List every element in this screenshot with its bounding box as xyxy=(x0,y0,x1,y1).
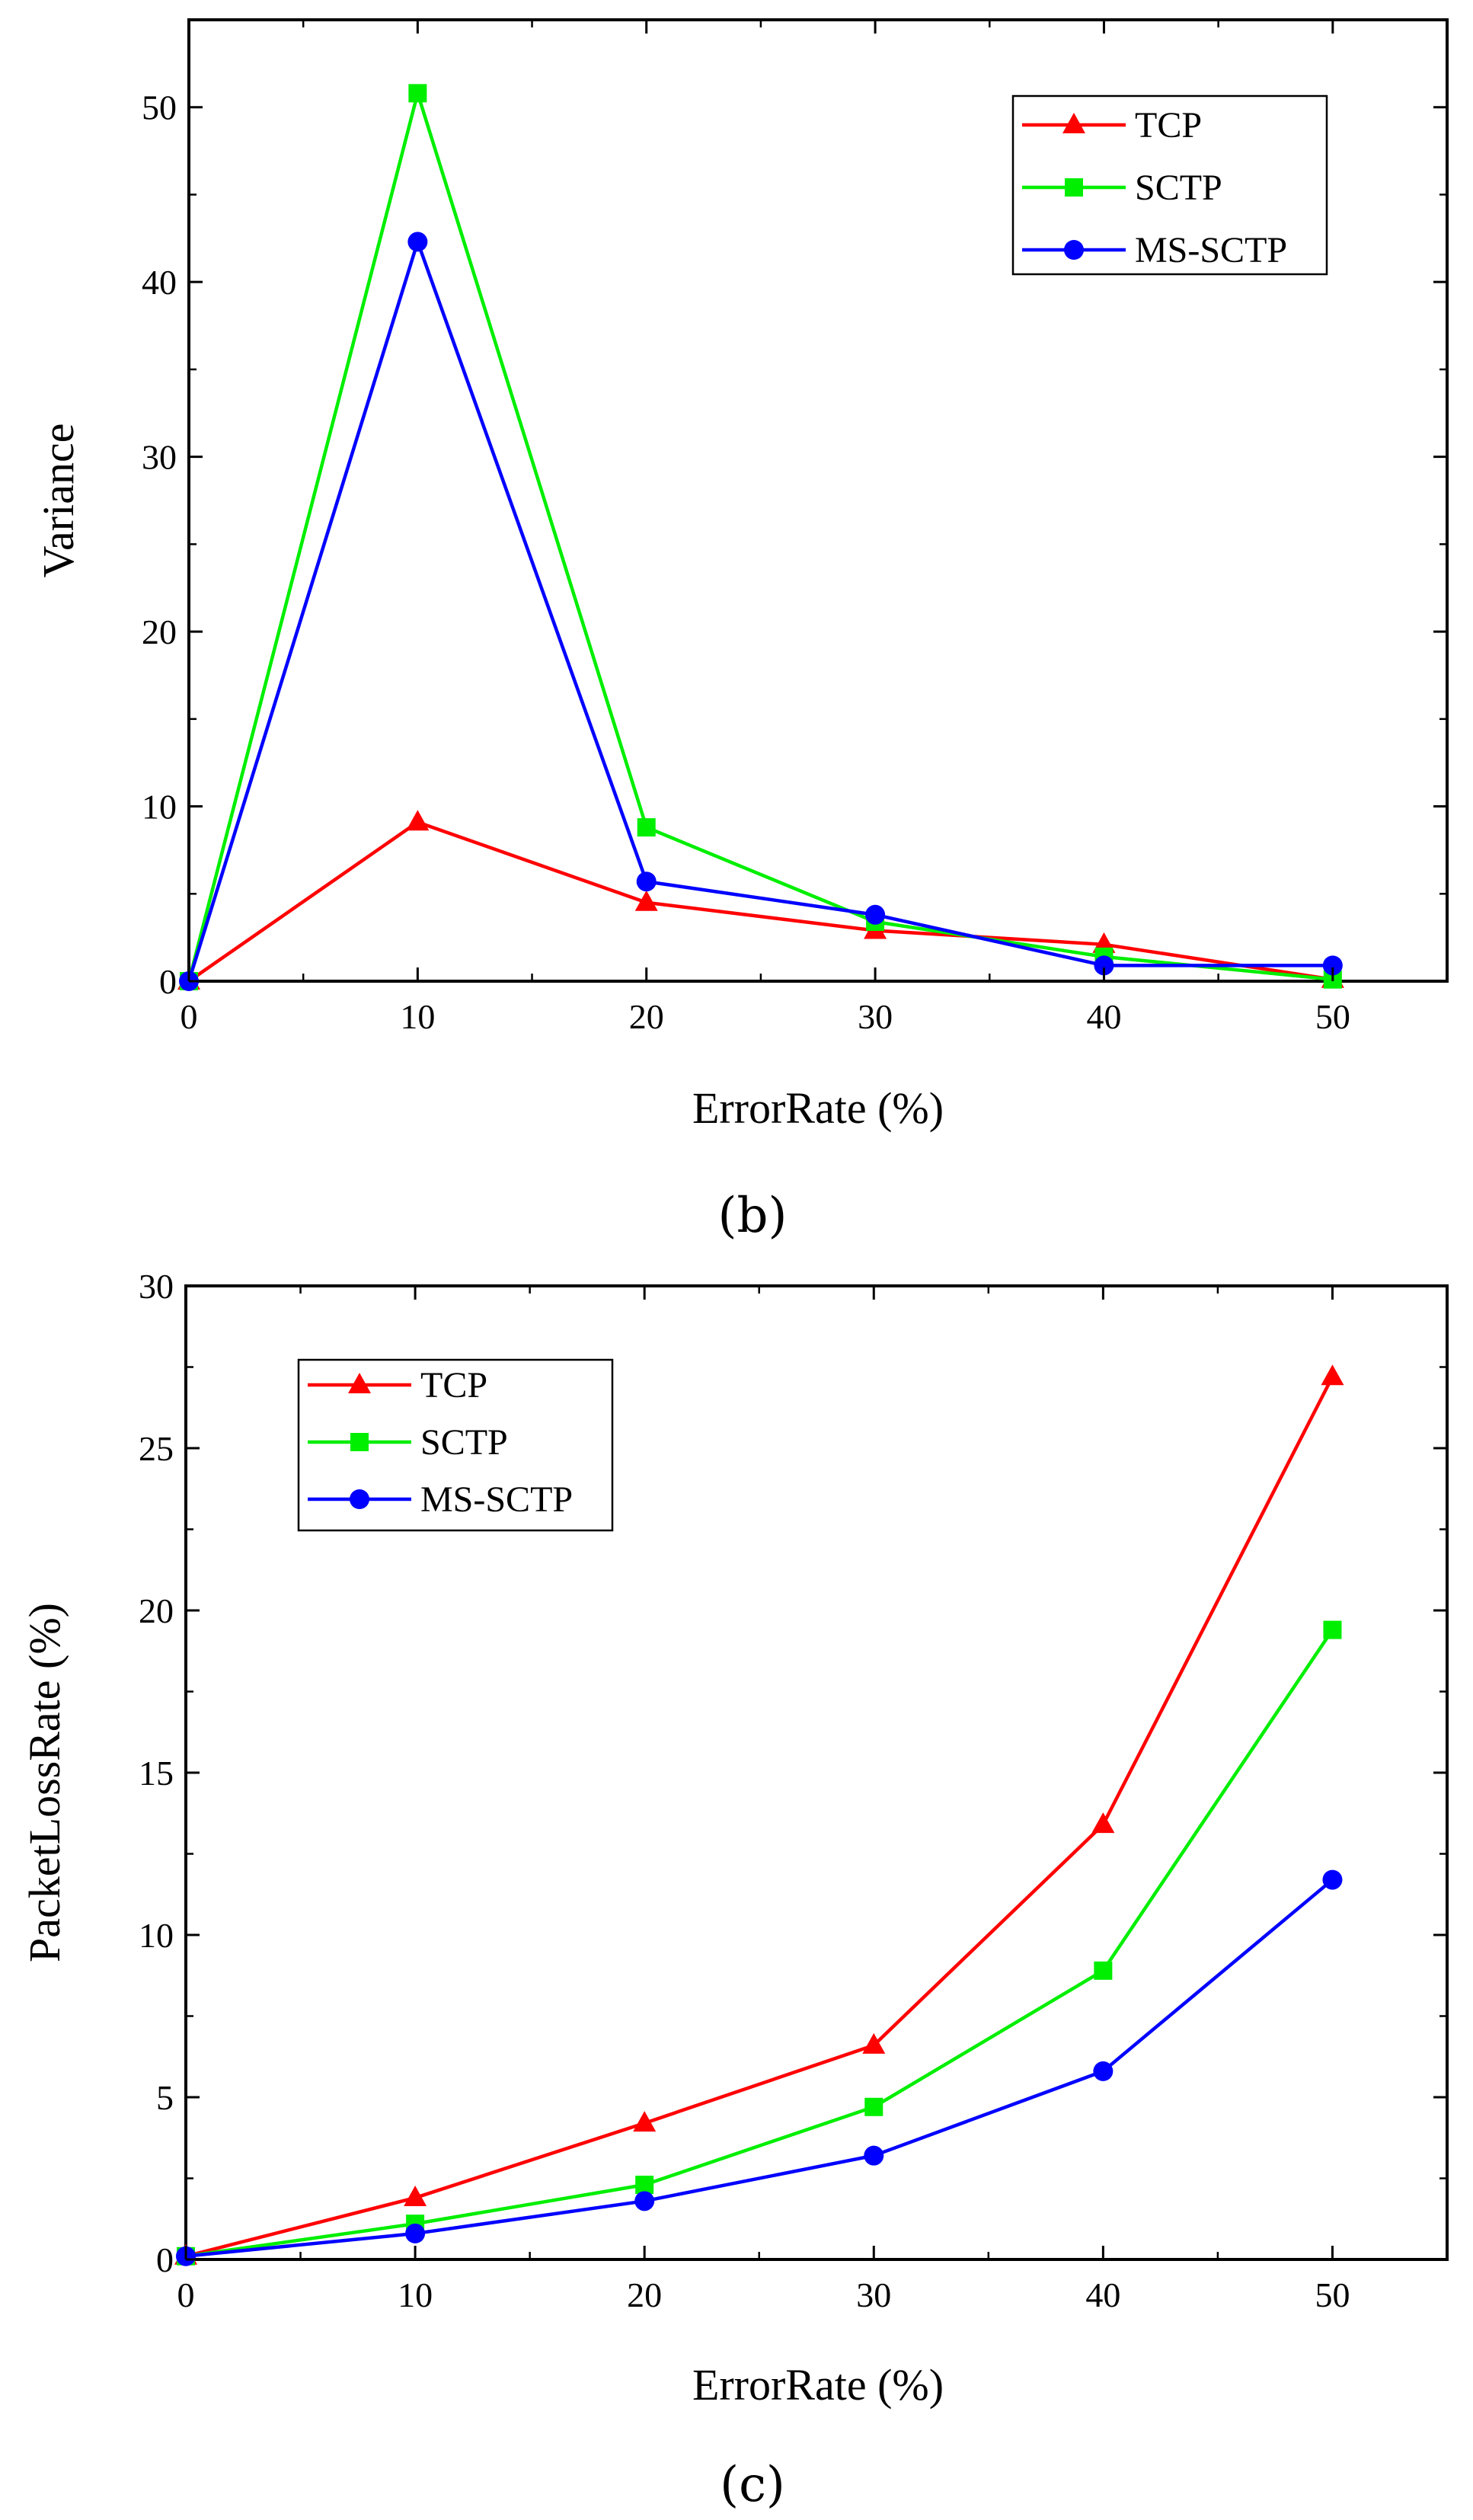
x-tick-label: 20 xyxy=(627,2275,662,2314)
data-point-sctp xyxy=(637,818,656,837)
data-point-ms-sctp xyxy=(407,232,428,252)
y-tick-label: 0 xyxy=(156,2240,174,2279)
y-tick-label: 10 xyxy=(139,1916,174,1955)
y-tick-label: 30 xyxy=(139,1267,174,1306)
data-point-tcp xyxy=(1321,1364,1344,1386)
y-axis-label: PacketLossRate (%) xyxy=(20,1603,69,1962)
y-tick-label: 10 xyxy=(142,788,177,827)
data-point-sctp xyxy=(408,84,427,103)
x-tick-label: 0 xyxy=(177,2275,195,2314)
data-point-ms-sctp xyxy=(1322,1869,1343,1890)
legend-label-tcp: TCP xyxy=(420,1365,487,1406)
legend-label-sctp: SCTP xyxy=(1135,168,1222,208)
data-point-sctp xyxy=(864,2097,883,2116)
chart-caption: (c) xyxy=(720,2457,785,2513)
data-point-ms-sctp xyxy=(634,2191,655,2211)
x-tick-label: 50 xyxy=(1315,997,1350,1036)
legend-marker-ms-sctp xyxy=(1064,240,1084,260)
y-tick-label: 20 xyxy=(142,612,177,651)
legend-label-ms-sctp: MS-SCTP xyxy=(420,1479,573,1520)
series-line-ms-sctp xyxy=(185,1878,1334,2258)
x-tick-label: 10 xyxy=(400,997,435,1036)
x-axis-label: ErrorRate (%) xyxy=(692,1083,944,1133)
plot-frame xyxy=(187,18,1449,983)
series-line-sctp xyxy=(187,91,1334,982)
chart-caption: (b) xyxy=(718,1188,788,1244)
data-point-ms-sctp xyxy=(864,2145,884,2166)
data-point-tcp xyxy=(1091,1812,1115,1834)
legend-marker-tcp xyxy=(1062,113,1085,133)
y-tick-label: 25 xyxy=(139,1429,174,1468)
data-point-sctp xyxy=(635,2176,654,2195)
data-point-sctp xyxy=(1323,1620,1342,1639)
x-axis-label: ErrorRate (%) xyxy=(692,2360,944,2410)
legend: TCP SCTP MS-SCTP xyxy=(1011,94,1328,276)
y-tick-label: 0 xyxy=(159,962,177,1001)
data-point-tcp xyxy=(634,890,658,911)
legend-marker-ms-sctp xyxy=(350,1489,369,1509)
legend-marker-sctp xyxy=(350,1433,369,1451)
data-point-ms-sctp xyxy=(636,871,657,892)
x-tick-label: 0 xyxy=(181,997,198,1036)
x-tick-label: 40 xyxy=(1086,997,1121,1036)
x-tick-label: 30 xyxy=(856,2275,891,2314)
y-axis-label: Variance xyxy=(34,424,83,578)
y-tick-label: 20 xyxy=(139,1591,174,1630)
x-tick-label: 30 xyxy=(858,997,893,1036)
x-tick-label: 50 xyxy=(1315,2275,1350,2314)
legend-label-tcp: TCP xyxy=(1135,105,1202,146)
y-tick-label: 30 xyxy=(142,438,177,477)
chart-packet-loss-rate: 0 10 20 30 40 50 0 5 10 15 20 25 30 ErrorRate (%) P… xyxy=(20,1267,1449,2513)
y-tick-label: 40 xyxy=(142,263,177,302)
data-point-ms-sctp xyxy=(865,904,886,925)
series-line-ms-sctp xyxy=(187,240,1333,982)
data-point-tcp xyxy=(862,2032,886,2054)
legend-marker-tcp xyxy=(348,1373,371,1393)
data-point-ms-sctp xyxy=(405,2223,426,2243)
data-point-sctp xyxy=(1094,1961,1113,1980)
x-tick-label: 10 xyxy=(398,2275,433,2314)
series-line-tcp xyxy=(187,820,1334,983)
y-tick-label: 50 xyxy=(142,88,177,127)
data-point-tcp xyxy=(633,2111,657,2132)
data-point-ms-sctp xyxy=(1093,2061,1114,2081)
x-tick-label: 20 xyxy=(629,997,664,1036)
data-point-tcp xyxy=(406,810,430,831)
legend: TCP SCTP MS-SCTP xyxy=(297,1358,614,1532)
data-point-ms-sctp xyxy=(1322,955,1343,976)
data-point-ms-sctp xyxy=(1094,955,1114,976)
legend-label-sctp: SCTP xyxy=(420,1422,508,1463)
legend-label-ms-sctp: MS-SCTP xyxy=(1135,230,1287,270)
series-line-sctp xyxy=(185,1629,1334,2258)
legend-marker-sctp xyxy=(1065,178,1083,197)
y-tick-label: 5 xyxy=(156,2078,174,2117)
data-point-tcp xyxy=(404,2186,427,2207)
chart-variance: 0 10 20 30 40 50 0 10 20 30 40 50 ErrorRate (%) Va… xyxy=(34,18,1449,1244)
x-tick-label: 40 xyxy=(1085,2275,1120,2314)
series-line-tcp xyxy=(185,1376,1334,2258)
y-tick-label: 15 xyxy=(139,1754,174,1792)
